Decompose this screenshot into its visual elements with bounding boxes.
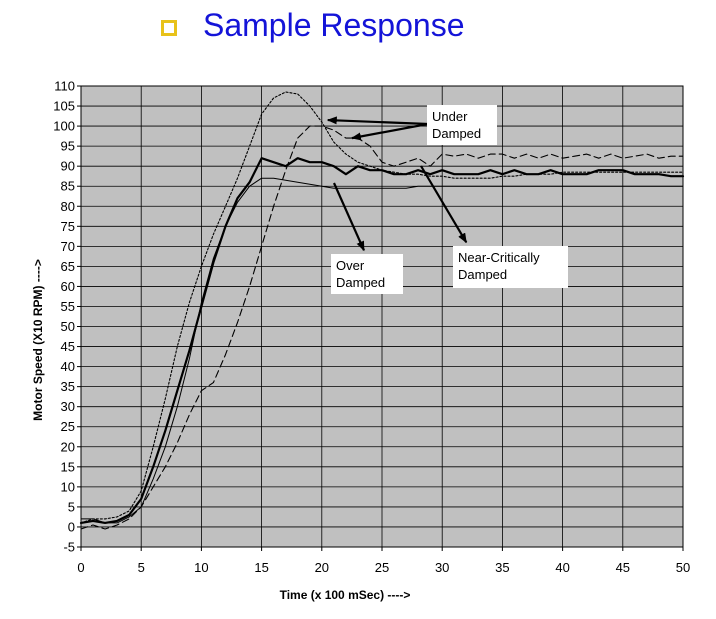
annotation-box — [427, 105, 497, 145]
slide-header: Sample Response — [0, 0, 716, 60]
x-tick-label: 45 — [616, 560, 630, 575]
y-tick-label: 5 — [68, 499, 75, 514]
series-line-over-damped-solid-thin — [80, 177, 684, 524]
y-tick-label: 0 — [68, 519, 75, 534]
x-tick-label: 0 — [77, 560, 84, 575]
y-tick-label: 85 — [61, 179, 75, 194]
y-tick-label: 35 — [61, 379, 75, 394]
y-tick-label: 65 — [61, 259, 75, 274]
x-axis-title: Time (x 100 mSec) ----> — [280, 588, 411, 602]
x-tick-label: 20 — [315, 560, 329, 575]
annotation-arrow — [420, 165, 468, 244]
y-tick-label: 45 — [61, 339, 75, 354]
annotation-arrow — [326, 116, 429, 126]
annotation-arrow — [350, 122, 429, 141]
y-tick-label: 100 — [53, 119, 75, 134]
grid-lines — [80, 85, 684, 548]
annotation-arrow — [332, 182, 365, 252]
y-tick-label: 40 — [61, 359, 75, 374]
hollow-square-bullet-icon — [161, 20, 177, 36]
y-tick-label: 10 — [61, 479, 75, 494]
series-line-under-damped-dashed — [80, 125, 684, 530]
y-tick-label: 75 — [61, 219, 75, 234]
series-line-near-critically-damped-solid-thick — [79, 157, 685, 524]
plot-frame — [80, 85, 684, 548]
annotation-label: Under — [432, 109, 468, 124]
x-tick-label: 25 — [375, 560, 389, 575]
annotation-label: Near-Critically — [458, 250, 540, 265]
slide-title: Sample Response — [203, 7, 465, 43]
y-tick-label: 105 — [53, 99, 75, 114]
y-tick-label: 55 — [61, 299, 75, 314]
axes: -505101520253035404550556065707580859095… — [53, 79, 690, 576]
y-tick-label: 90 — [61, 159, 75, 174]
annotation-label: Over — [336, 258, 365, 273]
x-tick-label: 40 — [555, 560, 569, 575]
annotations: Under Damped Over Damped Near-Critically Damp… — [326, 105, 568, 294]
y-tick-label: 50 — [61, 319, 75, 334]
x-tick-label: 5 — [138, 560, 145, 575]
annotation-label: Damped — [458, 267, 507, 282]
y-tick-label: -5 — [63, 540, 75, 555]
y-tick-label: 25 — [61, 419, 75, 434]
y-tick-label: 80 — [61, 199, 75, 214]
annotation-box — [453, 246, 568, 288]
annotation-box — [331, 254, 403, 294]
y-tick-label: 70 — [61, 239, 75, 254]
x-tick-label: 35 — [495, 560, 509, 575]
x-tick-label: 15 — [254, 560, 268, 575]
x-tick-label: 10 — [194, 560, 208, 575]
y-axis-title: Motor Speed (X10 RPM) ----> — [31, 259, 45, 421]
y-tick-label: 20 — [61, 439, 75, 454]
x-tick-label: 30 — [435, 560, 449, 575]
y-tick-label: 15 — [61, 459, 75, 474]
y-tick-label: 110 — [54, 79, 75, 94]
y-tick-label: 30 — [61, 399, 75, 414]
data-series — [79, 91, 685, 530]
y-tick-label: 60 — [61, 279, 75, 294]
x-tick-label: 50 — [676, 560, 690, 575]
annotation-label: Damped — [432, 126, 481, 141]
annotation-label: Damped — [336, 275, 385, 290]
y-tick-label: 95 — [61, 139, 75, 154]
